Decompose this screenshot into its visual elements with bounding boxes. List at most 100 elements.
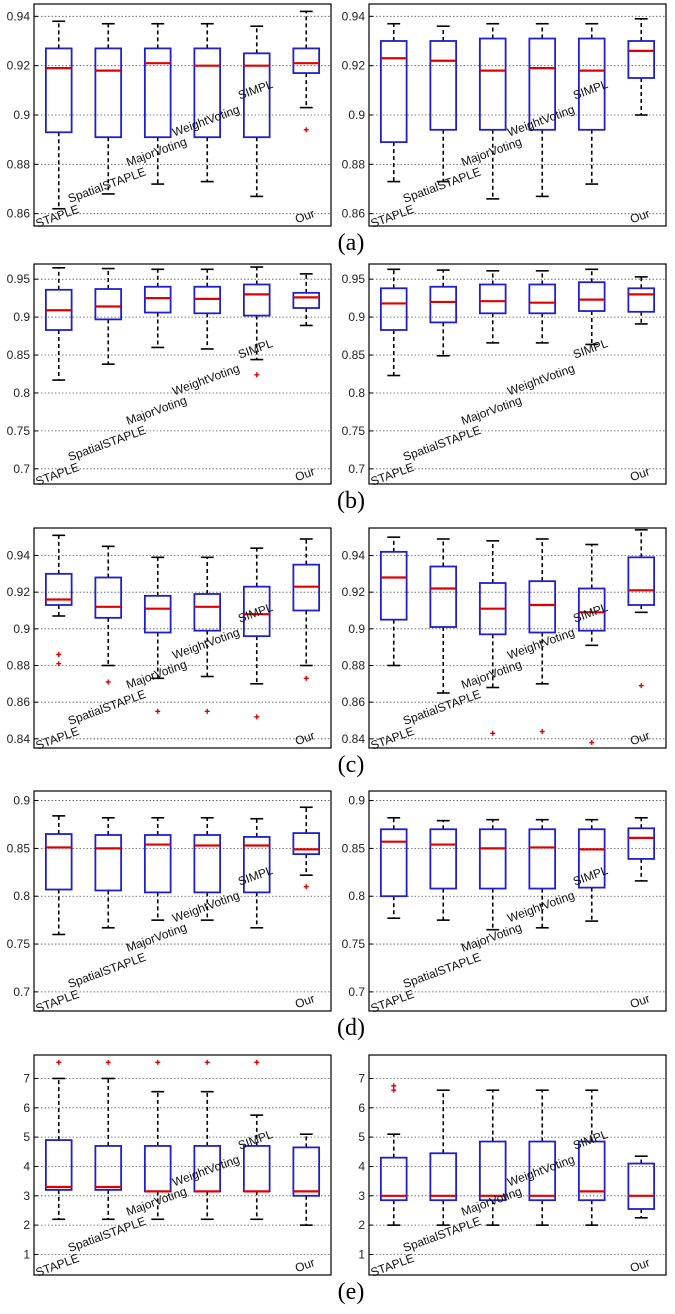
box-iqr bbox=[242, 52, 271, 139]
box-spatialstaple bbox=[94, 267, 123, 365]
box-iqr bbox=[528, 37, 557, 131]
outlier-marker bbox=[204, 708, 210, 714]
box-iqr bbox=[292, 47, 321, 74]
y-tick-label: 6 bbox=[23, 1101, 30, 1115]
box-weightvoting bbox=[193, 22, 222, 183]
box-majorvoting bbox=[478, 1089, 507, 1226]
y-tick-label: 0.88 bbox=[342, 157, 366, 171]
y-tick-label: 0.94 bbox=[7, 549, 31, 563]
y-tick-label: 0.85 bbox=[7, 841, 31, 855]
box-our bbox=[292, 10, 321, 133]
y-tick-label: 0.75 bbox=[7, 937, 31, 951]
y-tick-label: 0.9 bbox=[348, 622, 365, 636]
outlier-marker bbox=[638, 683, 644, 689]
y-tick-label: 5 bbox=[23, 1130, 30, 1144]
box-spatialstaple bbox=[429, 269, 458, 357]
y-tick-label: 0.94 bbox=[342, 549, 366, 563]
box-iqr bbox=[143, 47, 172, 139]
outlier-marker bbox=[155, 1059, 161, 1065]
y-tick-label: 2 bbox=[23, 1218, 30, 1232]
axes-frame bbox=[368, 3, 667, 227]
box-spatialstaple bbox=[429, 538, 458, 694]
y-tick-label: 0.9 bbox=[13, 794, 30, 808]
y-tick-label: 0.7 bbox=[348, 462, 365, 476]
box-iqr bbox=[44, 572, 73, 606]
y-tick-label: 0.75 bbox=[342, 424, 366, 438]
y-tick-label: 0.84 bbox=[7, 732, 31, 746]
box-iqr bbox=[143, 285, 172, 314]
y-tick-label: 0.84 bbox=[342, 732, 366, 746]
box-staple bbox=[44, 534, 73, 667]
y-tick-label: 0.85 bbox=[342, 841, 366, 855]
category-label: Our bbox=[293, 206, 317, 226]
y-tick-label: 0.88 bbox=[7, 659, 31, 673]
box-simpl bbox=[242, 547, 271, 720]
box-iqr bbox=[478, 283, 507, 315]
outlier-marker bbox=[56, 1059, 62, 1065]
box-simpl bbox=[577, 268, 606, 346]
box-iqr bbox=[242, 283, 271, 317]
y-tick-label: 0.9 bbox=[13, 310, 30, 324]
category-label: Our bbox=[628, 728, 652, 748]
y-tick-label: 0.75 bbox=[342, 937, 366, 951]
y-tick-label: 0.9 bbox=[13, 622, 30, 636]
box-iqr bbox=[627, 556, 656, 606]
box-our bbox=[627, 276, 656, 325]
box-weightvoting bbox=[193, 1059, 222, 1221]
box-simpl bbox=[577, 22, 606, 185]
box-iqr bbox=[528, 580, 557, 634]
axes-frame bbox=[368, 527, 667, 749]
box-iqr bbox=[379, 40, 408, 144]
outlier-marker bbox=[155, 708, 161, 714]
box-simpl bbox=[242, 817, 271, 929]
box-majorvoting bbox=[143, 1059, 172, 1221]
outlier-marker bbox=[254, 372, 260, 378]
y-tick-label: 0.85 bbox=[342, 348, 366, 362]
box-iqr bbox=[193, 834, 222, 894]
box-iqr bbox=[193, 285, 222, 315]
box-iqr bbox=[94, 834, 123, 892]
box-staple bbox=[379, 1083, 408, 1226]
box-simpl bbox=[242, 1059, 271, 1221]
y-tick-label: 0.7 bbox=[348, 985, 365, 999]
y-tick-label: 0.86 bbox=[7, 207, 31, 221]
y-tick-label: 0.8 bbox=[13, 386, 30, 400]
box-iqr bbox=[627, 40, 656, 79]
outlier-marker bbox=[391, 1083, 397, 1089]
outlier-marker bbox=[303, 884, 309, 890]
y-tick-label: 0.7 bbox=[13, 462, 30, 476]
box-iqr bbox=[577, 828, 606, 889]
outlier-marker bbox=[204, 1059, 210, 1065]
box-majorvoting bbox=[478, 540, 507, 736]
axes-frame bbox=[33, 263, 332, 485]
box-iqr bbox=[528, 828, 557, 890]
y-tick-label: 0.92 bbox=[7, 59, 31, 73]
box-majorvoting bbox=[478, 22, 507, 200]
outlier-marker bbox=[391, 1087, 397, 1093]
box-iqr bbox=[143, 594, 172, 634]
box-spatialstaple bbox=[429, 1089, 458, 1226]
y-tick-label: 0.92 bbox=[342, 585, 366, 599]
box-staple bbox=[44, 20, 73, 210]
outlier-marker bbox=[254, 1059, 260, 1065]
box-our bbox=[292, 538, 321, 681]
category-label: Our bbox=[293, 1255, 317, 1275]
panel-label-d: (d) bbox=[337, 1015, 365, 1041]
axes-frame bbox=[33, 1054, 332, 1276]
box-weightvoting bbox=[193, 268, 222, 350]
y-tick-label: 0.88 bbox=[7, 157, 31, 171]
category-label: Our bbox=[293, 728, 317, 748]
box-staple bbox=[379, 816, 408, 920]
panel-label-b: (b) bbox=[337, 488, 365, 514]
y-tick-label: 0.95 bbox=[342, 272, 366, 286]
box-simpl bbox=[577, 543, 606, 745]
box-our bbox=[627, 1155, 656, 1219]
box-majorvoting bbox=[478, 818, 507, 931]
box-staple bbox=[44, 266, 73, 381]
outlier-marker bbox=[105, 1059, 111, 1065]
box-iqr bbox=[528, 1140, 557, 1202]
box-iqr bbox=[292, 1146, 321, 1197]
box-iqr bbox=[528, 283, 557, 315]
box-spatialstaple bbox=[94, 816, 123, 929]
